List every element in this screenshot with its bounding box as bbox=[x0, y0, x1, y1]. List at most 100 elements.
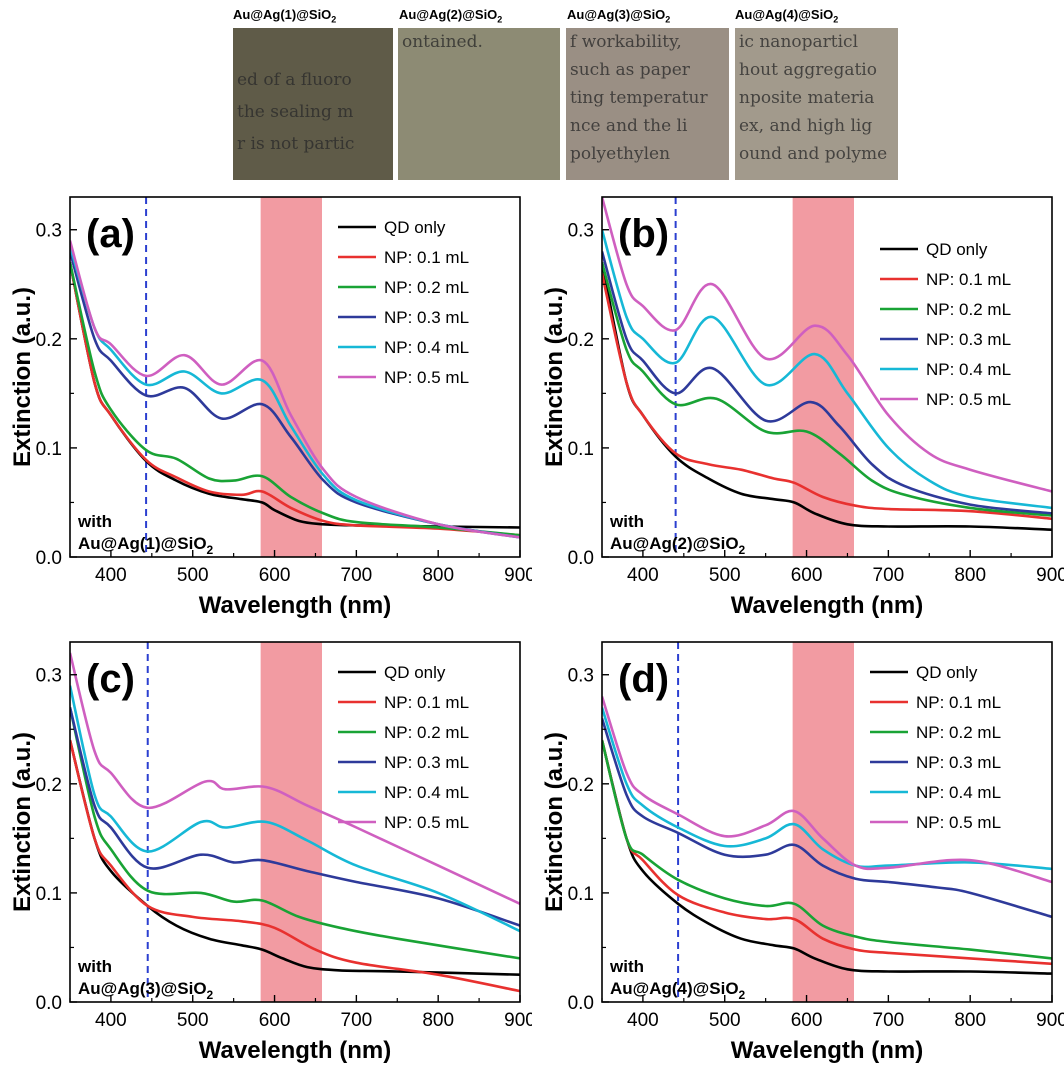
series-line-np-0-5-ml bbox=[70, 240, 520, 539]
x-tick-label: 800 bbox=[954, 1010, 986, 1031]
y-tick-label: 0.3 bbox=[568, 666, 594, 687]
sample-photo-2: ontained. bbox=[398, 28, 560, 180]
x-tick-label: 900 bbox=[1036, 565, 1064, 586]
series-line-np-0-2-ml bbox=[602, 262, 1052, 517]
plot-frame bbox=[69, 641, 521, 1003]
y-tick-label: 0.1 bbox=[36, 439, 62, 460]
legend-label: NP: 0.5 mL bbox=[916, 813, 1001, 832]
legend-label: NP: 0.4 mL bbox=[384, 338, 469, 357]
x-tick-label: 400 bbox=[95, 565, 127, 586]
series-line-np-0-1-ml bbox=[602, 739, 1052, 966]
legend-label: NP: 0.5 mL bbox=[926, 390, 1011, 409]
legend-label: NP: 0.3 mL bbox=[926, 330, 1011, 349]
y-tick-label: 0.3 bbox=[568, 221, 594, 242]
legend-label: NP: 0.5 mL bbox=[384, 368, 469, 387]
legend-label: NP: 0.1 mL bbox=[916, 693, 1001, 712]
annotation-with: with bbox=[77, 957, 112, 976]
legend-label: NP: 0.4 mL bbox=[384, 783, 469, 802]
y-tick-label: 0.2 bbox=[568, 775, 594, 796]
x-axis-label: Wavelength (nm) bbox=[199, 1037, 391, 1064]
legend-label: NP: 0.5 mL bbox=[384, 813, 469, 832]
photo-text-line: ontained. bbox=[402, 32, 483, 52]
x-tick-label: 400 bbox=[627, 1010, 659, 1031]
x-tick-label: 700 bbox=[341, 1010, 373, 1031]
photo-text-line: hout aggregatio bbox=[739, 60, 877, 80]
legend-label: NP: 0.2 mL bbox=[384, 723, 469, 742]
sample-photo-4: ic nanoparticl hout aggregatio nposite m… bbox=[735, 28, 898, 180]
legend-label: NP: 0.3 mL bbox=[384, 753, 469, 772]
sample-photo-strip: Au@Ag(1)@SiO2 Au@Ag(2)@SiO2 Au@Ag(3)@SiO… bbox=[0, 0, 1064, 185]
annotation-sample: Au@Ag(3)@SiO2 bbox=[78, 979, 214, 1002]
series-line-np-0-1-ml bbox=[602, 273, 1052, 521]
y-tick-label: 0.2 bbox=[568, 330, 594, 351]
x-tick-label: 500 bbox=[177, 565, 209, 586]
sample-photo-1: ed of a fluoro the sealing m r is not pa… bbox=[233, 28, 393, 180]
panel-label: (b) bbox=[618, 212, 669, 256]
x-tick-label: 900 bbox=[1036, 1010, 1064, 1031]
photo-text-line: ound and polyme bbox=[739, 144, 888, 164]
series-group bbox=[602, 696, 1052, 975]
photo-text-line: polyethylen bbox=[570, 144, 671, 164]
y-axis-label: Extinction (a.u.) bbox=[9, 287, 36, 467]
annotation-sample: Au@Ag(4)@SiO2 bbox=[610, 979, 746, 1002]
photo-label-2: Au@Ag(2)@SiO2 bbox=[399, 7, 503, 25]
x-axis-label: Wavelength (nm) bbox=[199, 592, 391, 619]
y-tick-label: 0.0 bbox=[568, 993, 594, 1014]
x-axis-label: Wavelength (nm) bbox=[731, 1037, 923, 1064]
photo-text-line: the sealing m bbox=[237, 102, 354, 122]
annotation-with: with bbox=[609, 512, 644, 531]
photo-text-line: r is not partic bbox=[237, 134, 355, 154]
series-group bbox=[70, 652, 520, 993]
legend-label: NP: 0.2 mL bbox=[384, 278, 469, 297]
series-line-np-0-4-ml bbox=[70, 685, 520, 933]
photo-text-line: ic nanoparticl bbox=[739, 32, 858, 52]
photo-label-3: Au@Ag(3)@SiO2 bbox=[567, 7, 671, 25]
series-line-np-0-5-ml bbox=[602, 696, 1052, 884]
series-line-qd-only bbox=[602, 739, 1052, 975]
annotation-with: with bbox=[77, 512, 112, 531]
y-axis-label: Extinction (a.u.) bbox=[541, 732, 568, 912]
series-line-np-0-2-ml bbox=[70, 707, 520, 960]
x-tick-label: 800 bbox=[422, 1010, 454, 1031]
x-tick-label: 600 bbox=[791, 1010, 823, 1031]
series-group bbox=[70, 240, 520, 539]
x-axis-label: Wavelength (nm) bbox=[731, 592, 923, 619]
x-tick-label: 600 bbox=[259, 1010, 291, 1031]
photo-text-line: nce and the li bbox=[570, 116, 688, 136]
chart-panel-c: 400 500 600 700 800 900 0.0 0.1 0.2 0.3 Wavelength… bbox=[9, 641, 532, 1064]
photo-text-line: ed of a fluoro bbox=[237, 70, 352, 90]
plot-frame bbox=[601, 641, 1053, 1003]
annotation-with: with bbox=[609, 957, 644, 976]
x-tick-label: 400 bbox=[627, 565, 659, 586]
x-tick-label: 600 bbox=[259, 565, 291, 586]
sample-photo-3: f workability, such as paper ting temper… bbox=[566, 28, 729, 180]
y-tick-label: 0.2 bbox=[36, 775, 62, 796]
legend-label: NP: 0.2 mL bbox=[926, 300, 1011, 319]
highlight-band bbox=[792, 642, 854, 1002]
series-line-qd-only bbox=[70, 739, 520, 976]
x-tick-label: 500 bbox=[709, 565, 741, 586]
y-tick-label: 0.0 bbox=[36, 993, 62, 1014]
series-line-np-0-2-ml bbox=[602, 739, 1052, 960]
annotation-sample: Au@Ag(1)@SiO2 bbox=[78, 534, 214, 557]
photo-text-line: such as paper bbox=[570, 60, 690, 80]
plot-frame bbox=[69, 196, 521, 558]
chart-panel-a: 400 500 600 700 800 900 0.0 0.1 0.2 0.3 Wavelength… bbox=[9, 196, 532, 619]
y-tick-label: 0.2 bbox=[36, 330, 62, 351]
x-tick-label: 800 bbox=[954, 565, 986, 586]
x-tick-label: 900 bbox=[504, 1010, 532, 1031]
photo-text-line: ting temperatur bbox=[570, 88, 708, 108]
series-line-np-0-1-ml bbox=[70, 739, 520, 993]
legend-label: NP: 0.3 mL bbox=[916, 753, 1001, 772]
annotation-sample: Au@Ag(2)@SiO2 bbox=[610, 534, 746, 557]
legend-label: NP: 0.1 mL bbox=[384, 248, 469, 267]
series-line-np-0-3-ml bbox=[70, 707, 520, 927]
photo-text-line: nposite materia bbox=[739, 88, 875, 108]
legend-label: QD only bbox=[384, 218, 446, 237]
legend-label: NP: 0.1 mL bbox=[926, 270, 1011, 289]
series-line-np-0-2-ml bbox=[70, 262, 520, 537]
x-tick-label: 800 bbox=[422, 565, 454, 586]
legend-label: NP: 0.4 mL bbox=[926, 360, 1011, 379]
plot-frame bbox=[601, 196, 1053, 558]
legend-label: QD only bbox=[916, 663, 978, 682]
